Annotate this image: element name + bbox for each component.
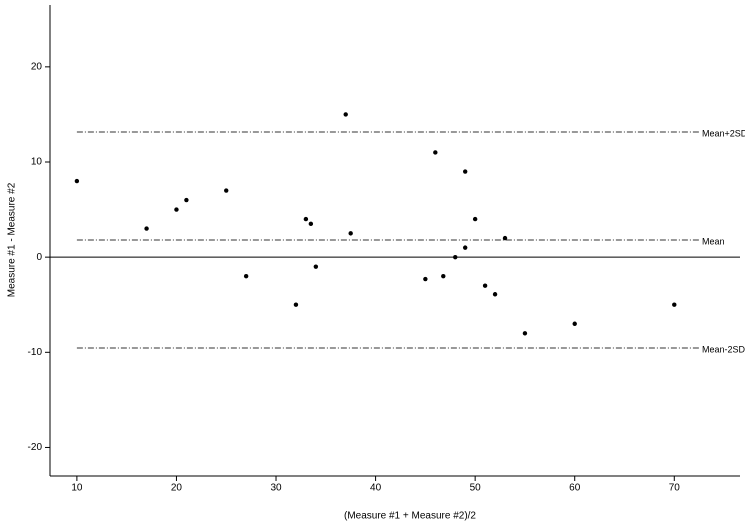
x-tick-label: 50 <box>470 483 482 494</box>
point <box>313 264 319 269</box>
y-tick-label: -20 <box>28 442 43 453</box>
y-tick-label: -10 <box>28 347 43 358</box>
y-tick-label: 10 <box>31 157 43 168</box>
point <box>492 292 498 297</box>
point <box>423 276 428 282</box>
point <box>343 112 348 117</box>
point <box>303 216 309 222</box>
x-tick-label: 60 <box>569 483 581 494</box>
x-tick-label: 10 <box>71 483 83 494</box>
point <box>572 321 577 326</box>
y-axis-label: Measure #1 - Measure #2 <box>7 182 18 297</box>
point <box>293 302 299 307</box>
point <box>472 216 478 222</box>
x-tick-label: 40 <box>370 483 382 494</box>
reference-label: Mean+2SD <box>702 128 745 138</box>
point <box>224 188 229 193</box>
x-tick-label: 30 <box>270 483 282 494</box>
point <box>482 283 488 288</box>
point <box>462 169 468 174</box>
point <box>672 302 677 307</box>
point <box>74 178 80 184</box>
x-axis-label: (Measure #1 + Measure #2)/2 <box>344 511 476 522</box>
y-tick-label: 0 <box>36 252 42 263</box>
point <box>453 254 458 260</box>
point <box>522 331 528 336</box>
point <box>502 235 508 241</box>
x-tick-label: 70 <box>669 483 681 494</box>
point <box>441 273 446 279</box>
point <box>348 231 353 236</box>
point <box>184 197 189 203</box>
y-tick-label: 20 <box>31 61 43 72</box>
point <box>144 226 149 231</box>
x-tick-label: 20 <box>171 483 183 494</box>
point <box>174 207 179 212</box>
point <box>462 245 468 250</box>
point <box>433 150 438 155</box>
point <box>308 221 314 227</box>
reference-label: Mean-2SD <box>702 344 745 354</box>
point <box>243 273 249 279</box>
reference-label: Mean <box>702 236 725 246</box>
